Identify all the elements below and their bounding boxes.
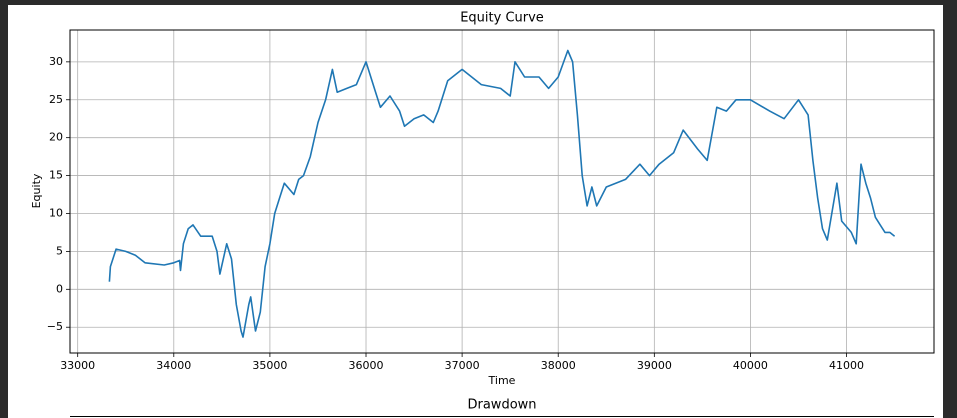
axes-frame: [69, 29, 935, 354]
equity-line: [108, 49, 896, 338]
y-tick-label: 30: [49, 55, 63, 68]
y-tick-label: 0: [56, 282, 63, 295]
x-tick-label: 36000: [349, 359, 384, 372]
x-tick-label: 34000: [156, 359, 191, 372]
x-tick-label: 37000: [445, 359, 480, 372]
x-tick-label: 40000: [733, 359, 768, 372]
x-tick-label: 38000: [541, 359, 576, 372]
x-tick-label: 39000: [637, 359, 672, 372]
x-tick-label: 41000: [829, 359, 864, 372]
y-tick-label: 20: [49, 131, 63, 144]
y-tick-label: 25: [49, 93, 63, 106]
x-tick-label: 35000: [252, 359, 287, 372]
y-tick-label: 10: [49, 206, 63, 219]
y-axis-label: Equity: [30, 173, 43, 208]
chart-title: Equity Curve: [460, 11, 544, 26]
x-axis-label: Time: [488, 374, 516, 387]
y-tick-label: 15: [49, 169, 63, 182]
figure: [8, 5, 943, 418]
chart-title: Drawdown: [467, 398, 536, 413]
y-tick-label: 5: [56, 244, 63, 257]
x-tick-label: 33000: [60, 359, 95, 372]
y-tick-label: −5: [47, 320, 63, 333]
